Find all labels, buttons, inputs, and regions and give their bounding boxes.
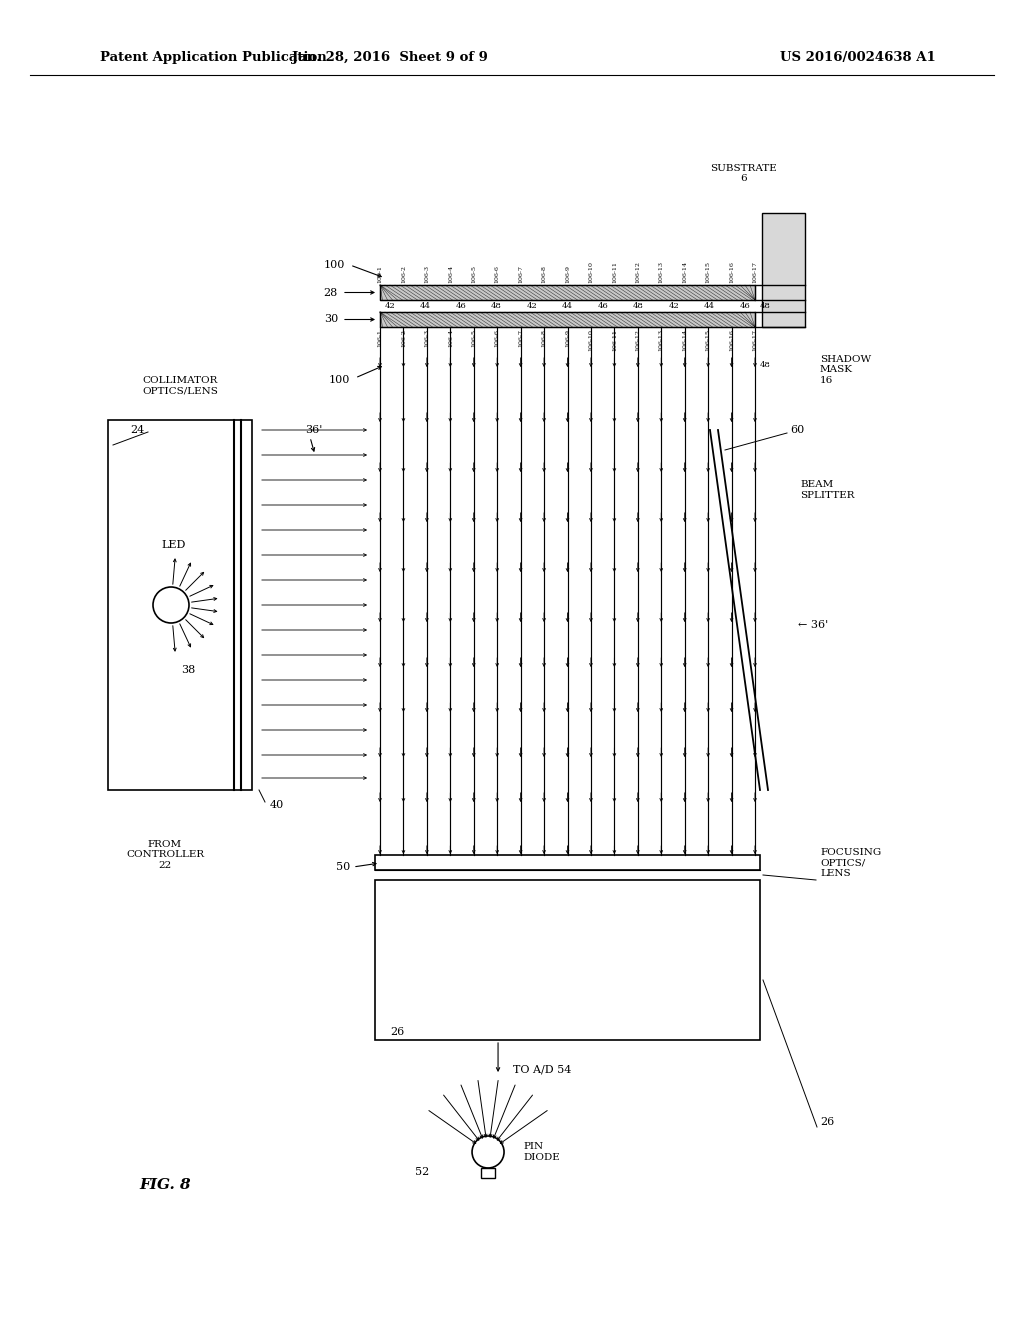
Text: 106-7: 106-7 [518, 265, 523, 282]
Text: 106-13: 106-13 [658, 329, 664, 351]
Text: LED: LED [161, 540, 185, 550]
Text: ← 36': ← 36' [798, 620, 828, 630]
Text: Patent Application Publication: Patent Application Publication [100, 51, 327, 65]
Text: 106-15: 106-15 [706, 261, 711, 282]
Text: 106-17: 106-17 [753, 329, 758, 351]
Text: BEAM
SPLITTER: BEAM SPLITTER [800, 480, 854, 500]
Text: 44: 44 [420, 302, 431, 310]
Text: 38: 38 [181, 665, 196, 675]
Text: 26: 26 [820, 1117, 835, 1127]
Text: 48: 48 [492, 302, 502, 310]
Text: 106-1: 106-1 [378, 265, 383, 282]
Text: 40: 40 [270, 800, 285, 810]
Text: 46: 46 [456, 302, 466, 310]
Bar [375, 855, 760, 870]
Text: 100: 100 [324, 260, 345, 271]
Text: 106-2: 106-2 [401, 329, 406, 347]
Text: 106-5: 106-5 [471, 329, 476, 347]
Text: 60: 60 [790, 425, 804, 436]
Text: 106-8: 106-8 [542, 265, 547, 282]
Text: SUBSTRATE
6: SUBSTRATE 6 [710, 164, 777, 183]
Text: 106-4: 106-4 [447, 265, 453, 282]
Circle shape [153, 587, 189, 623]
Text: 106-1: 106-1 [378, 329, 383, 347]
Text: 106-16: 106-16 [729, 261, 734, 282]
Text: 36': 36' [305, 425, 323, 436]
Text: 106-10: 106-10 [589, 261, 594, 282]
Text: 42: 42 [385, 302, 395, 310]
Text: COLLIMATOR
OPTICS/LENS: COLLIMATOR OPTICS/LENS [142, 376, 218, 395]
Text: 106-12: 106-12 [635, 261, 640, 282]
Polygon shape [380, 285, 755, 300]
Text: SHADOW
MASK
16: SHADOW MASK 16 [820, 355, 871, 385]
Text: 100: 100 [329, 375, 350, 385]
Text: 106-9: 106-9 [565, 329, 570, 347]
Text: 48: 48 [760, 360, 771, 370]
Text: 106-13: 106-13 [658, 261, 664, 282]
Text: 106-16: 106-16 [729, 329, 734, 351]
Text: 106-11: 106-11 [612, 329, 616, 351]
Text: 42: 42 [669, 302, 679, 310]
Text: 106-10: 106-10 [589, 329, 594, 351]
Text: 46: 46 [598, 302, 608, 310]
Text: 106-6: 106-6 [495, 329, 500, 347]
Text: 48: 48 [760, 302, 771, 310]
Bar [762, 213, 805, 327]
Text: 106-4: 106-4 [447, 329, 453, 347]
Text: 106-2: 106-2 [401, 265, 406, 282]
Bar [481, 1168, 495, 1177]
Text: 106-3: 106-3 [424, 265, 429, 282]
Text: 52: 52 [415, 1167, 429, 1177]
Text: 106-6: 106-6 [495, 265, 500, 282]
Text: PIN
DIODE: PIN DIODE [523, 1142, 560, 1162]
Text: 44: 44 [705, 302, 715, 310]
Text: FOCUSING
OPTICS/
LENS: FOCUSING OPTICS/ LENS [820, 849, 882, 878]
Text: 46: 46 [739, 302, 751, 310]
Text: 106-9: 106-9 [565, 265, 570, 282]
Bar [375, 880, 760, 1040]
Text: 106-14: 106-14 [682, 329, 687, 351]
Bar [108, 420, 252, 789]
Text: 24: 24 [130, 425, 144, 436]
Text: 42: 42 [526, 302, 538, 310]
Text: 106-17: 106-17 [753, 261, 758, 282]
Text: 30: 30 [324, 314, 338, 325]
Text: Jan. 28, 2016  Sheet 9 of 9: Jan. 28, 2016 Sheet 9 of 9 [292, 51, 488, 65]
Text: 106-8: 106-8 [542, 329, 547, 347]
Text: 50: 50 [336, 862, 350, 873]
Text: 106-7: 106-7 [518, 329, 523, 347]
Text: 28: 28 [324, 288, 338, 297]
Text: FROM
CONTROLLER
22: FROM CONTROLLER 22 [126, 840, 204, 870]
Text: 106-11: 106-11 [612, 261, 616, 282]
Text: 106-3: 106-3 [424, 329, 429, 347]
Text: 106-5: 106-5 [471, 265, 476, 282]
Text: 48: 48 [633, 302, 644, 310]
Text: 44: 44 [562, 302, 573, 310]
Text: TO A/D 54: TO A/D 54 [513, 1065, 571, 1074]
Text: 106-12: 106-12 [635, 329, 640, 351]
Text: FIG. 8: FIG. 8 [139, 1177, 190, 1192]
Text: US 2016/0024638 A1: US 2016/0024638 A1 [780, 51, 936, 65]
Circle shape [472, 1137, 504, 1168]
Text: 106-15: 106-15 [706, 329, 711, 351]
Text: 26: 26 [390, 1027, 404, 1038]
Text: 106-14: 106-14 [682, 261, 687, 282]
Polygon shape [380, 312, 755, 327]
